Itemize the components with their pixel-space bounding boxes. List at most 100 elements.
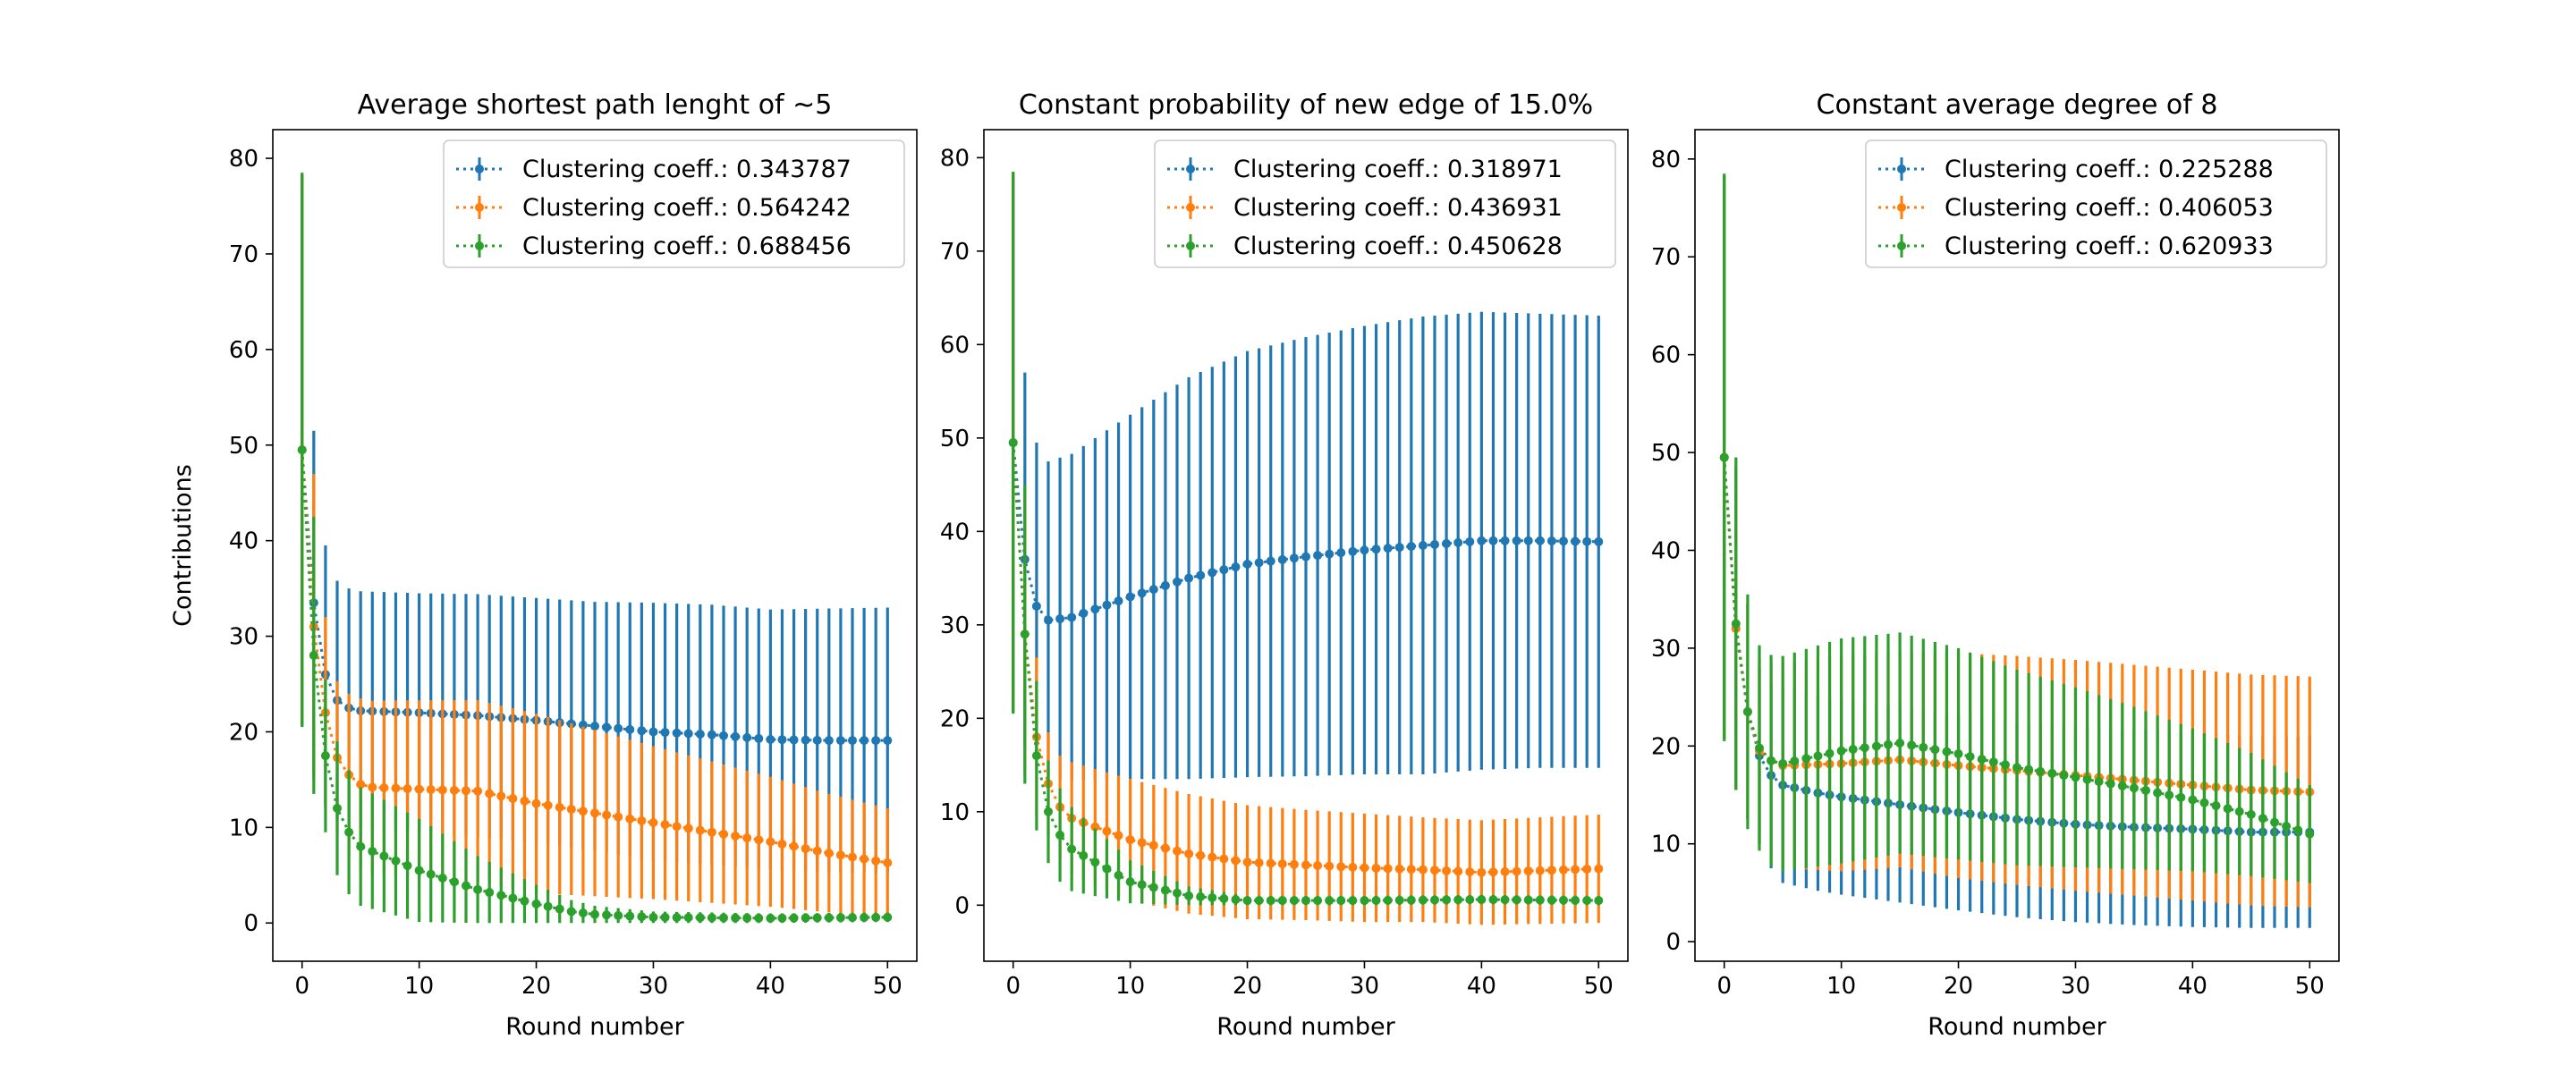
data-point <box>637 815 647 825</box>
legend-marker <box>1186 165 1195 173</box>
data-point <box>1325 549 1335 559</box>
data-point <box>1512 536 1521 545</box>
data-point <box>437 874 447 883</box>
data-point <box>812 846 822 856</box>
series-3 <box>1008 172 1604 906</box>
data-point <box>1044 807 1053 816</box>
data-point <box>1067 613 1077 622</box>
data-point <box>1907 740 1917 750</box>
data-point <box>1801 754 1811 764</box>
data-point <box>1196 891 1206 901</box>
data-point <box>801 913 810 923</box>
axes-frame <box>272 129 918 962</box>
data-point <box>1360 545 1369 555</box>
data-point <box>368 782 377 792</box>
x-tick-label: 0 <box>294 973 309 1000</box>
data-point <box>1102 864 1112 874</box>
data-point <box>1044 615 1053 625</box>
data-point <box>1535 895 1545 905</box>
legend-entry: Clustering coeff.: 0.450628 <box>1167 232 1563 260</box>
data-point <box>801 844 810 854</box>
x-tick-label: 50 <box>2295 973 2325 1000</box>
x-tick-label: 20 <box>1944 973 1973 1000</box>
data-point <box>1571 865 1580 874</box>
panel-2: Constant probability of new edge of 15.0… <box>940 89 1629 1041</box>
y-tick-label: 10 <box>940 799 970 826</box>
data-point <box>2246 809 2256 819</box>
data-point <box>637 726 647 736</box>
data-point <box>1571 895 1580 905</box>
y-tick-label: 30 <box>229 624 258 651</box>
data-point <box>1313 896 1323 906</box>
data-point <box>660 728 670 738</box>
data-point <box>426 869 436 879</box>
y-axis-label: Contributions <box>169 464 197 627</box>
legend-entry: Clustering coeff.: 0.343787 <box>456 156 852 183</box>
data-point <box>1383 895 1393 905</box>
data-point <box>754 835 764 845</box>
data-point <box>1055 830 1065 840</box>
data-point <box>1778 758 1788 768</box>
data-point <box>1488 895 1498 905</box>
data-point <box>1196 570 1206 580</box>
data-point <box>2106 779 2115 789</box>
data-point <box>871 912 881 922</box>
data-point <box>625 911 635 921</box>
data-point <box>555 802 564 812</box>
data-point <box>1336 862 1346 872</box>
y-tick-label: 20 <box>940 705 970 732</box>
data-point <box>2188 795 2198 805</box>
data-point <box>731 831 741 841</box>
data-point <box>2199 798 2209 807</box>
data-point <box>1442 895 1452 905</box>
data-point <box>1020 629 1030 639</box>
data-point <box>1031 751 1041 761</box>
series-3 <box>297 173 893 924</box>
data-point <box>742 732 752 742</box>
data-point <box>1219 565 1229 575</box>
data-point <box>1825 748 1835 758</box>
legend-label: Clustering coeff.: 0.564242 <box>522 194 852 222</box>
legend-label: Clustering coeff.: 0.318971 <box>1233 156 1563 183</box>
data-point <box>590 722 599 731</box>
y-tick-label: 20 <box>229 719 258 746</box>
y-tick-label: 60 <box>229 337 258 364</box>
data-point <box>1008 438 1018 448</box>
panel-1: Average shortest path lenght of ~5 0 10 20 3… <box>169 89 918 1041</box>
data-point <box>1582 864 1592 874</box>
panel-title: Constant average degree of 8 <box>1817 89 2218 121</box>
y-tick-label: 30 <box>1651 636 1681 663</box>
data-point <box>707 827 716 837</box>
plot-area <box>297 173 893 924</box>
data-point <box>1266 858 1275 868</box>
data-point <box>1988 757 1998 767</box>
data-point <box>1031 601 1041 611</box>
data-point <box>1173 888 1182 898</box>
data-point <box>883 912 893 922</box>
plot-area <box>1719 173 2315 928</box>
y-tick-label: 80 <box>1651 147 1681 173</box>
y-tick-label: 60 <box>940 332 970 359</box>
x-axis-label: Round number <box>1928 1013 2106 1041</box>
data-point <box>1242 858 1252 867</box>
data-point <box>731 913 741 923</box>
data-point <box>1254 558 1264 568</box>
data-point <box>1148 883 1158 892</box>
data-point <box>637 912 647 922</box>
legend-label: Clustering coeff.: 0.343787 <box>522 156 852 183</box>
data-point <box>883 858 893 867</box>
data-point <box>648 818 658 827</box>
data-point <box>672 913 682 923</box>
legend-marker <box>1186 203 1195 212</box>
y-tick-label: 30 <box>940 613 970 639</box>
data-point <box>1313 551 1323 561</box>
data-point <box>742 833 752 843</box>
data-point <box>496 891 506 900</box>
legend-marker <box>475 203 484 212</box>
y-tick-label: 50 <box>229 433 258 460</box>
data-point <box>848 913 857 923</box>
data-point <box>1418 895 1428 905</box>
data-point <box>1919 742 1928 752</box>
data-point <box>1360 863 1369 873</box>
data-point <box>1813 751 1823 761</box>
